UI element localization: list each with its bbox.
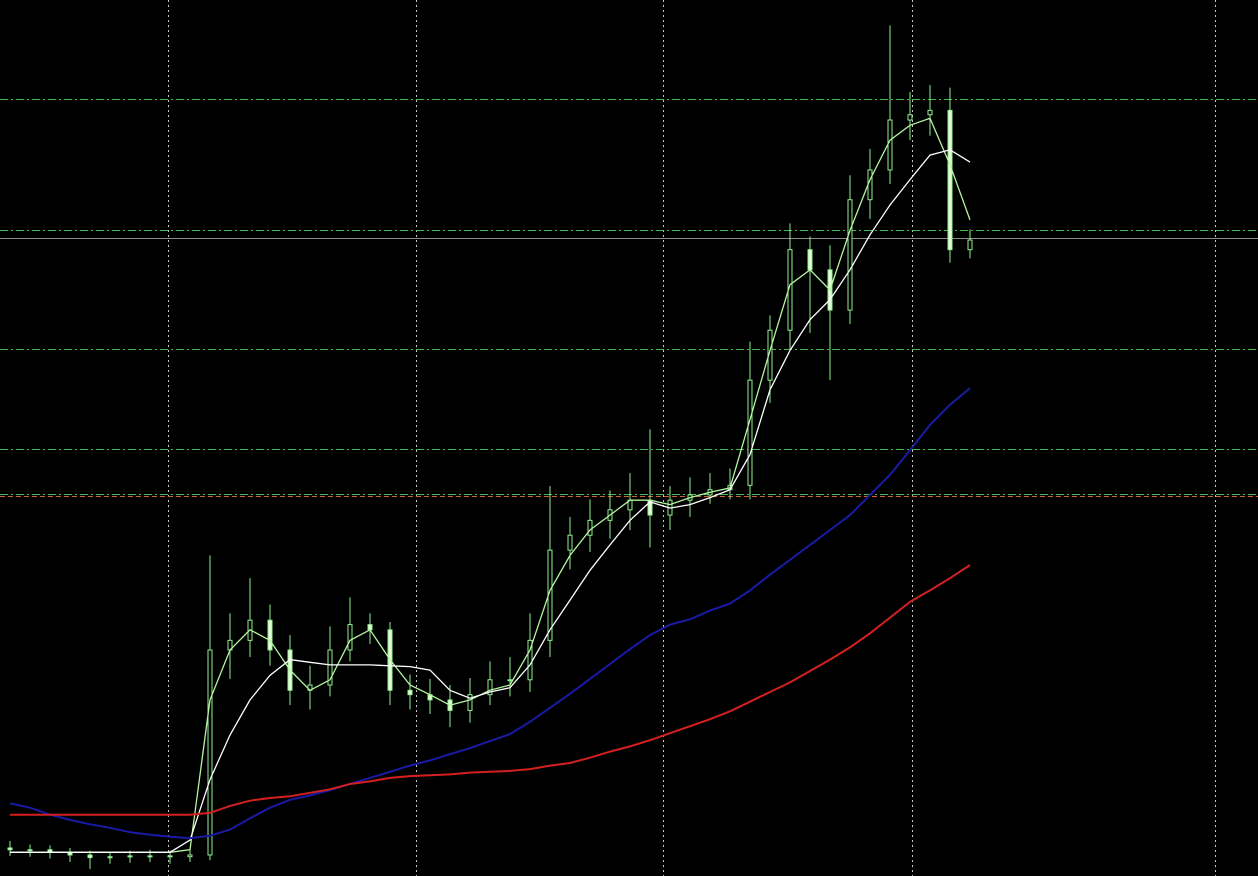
candle-body (747, 379, 753, 486)
candle-body (327, 649, 333, 686)
candle-body (907, 114, 913, 121)
moving-average-line (9, 387, 971, 840)
candle-body (127, 855, 133, 858)
candle-body (947, 109, 953, 251)
candle-body (487, 679, 493, 696)
candle-body (467, 694, 473, 711)
candle-body (267, 619, 273, 651)
candle-body (367, 624, 373, 631)
candle-body (527, 639, 533, 681)
candle-body (167, 855, 173, 858)
candle-body (87, 854, 93, 859)
candle-body (507, 679, 513, 682)
candle-body (967, 239, 973, 251)
candle-body (927, 109, 933, 116)
candle-body (187, 854, 193, 858)
moving-average-line (10, 564, 971, 816)
candle-body (147, 855, 153, 858)
candle-body (407, 689, 413, 696)
moving-average-line (10, 149, 971, 853)
candle-body (107, 856, 113, 859)
candle-body (207, 649, 213, 856)
candle-body (847, 199, 853, 311)
candle-body (7, 847, 13, 851)
candle-body (347, 624, 353, 651)
candle-body (27, 849, 33, 852)
candle-body (587, 519, 593, 536)
candle-body (887, 119, 893, 171)
candle-body (807, 249, 813, 271)
candle-body (567, 534, 573, 551)
